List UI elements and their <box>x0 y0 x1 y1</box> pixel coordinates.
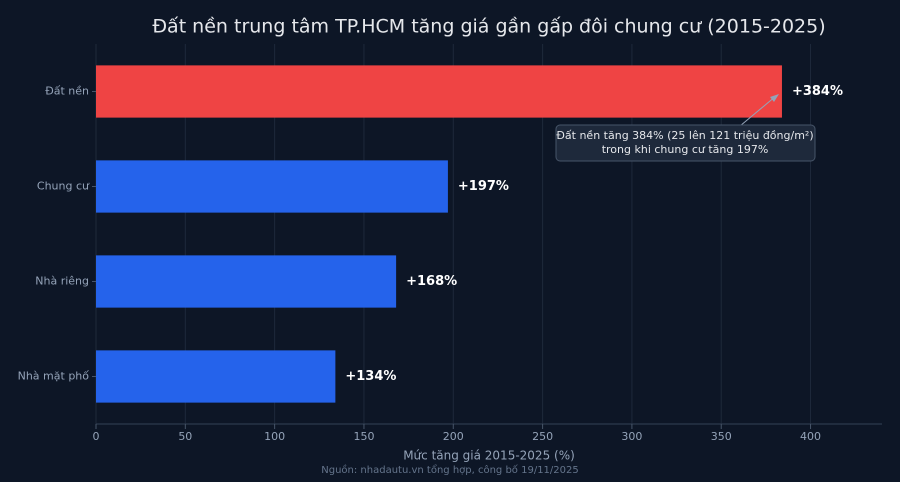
annotation-line: Đất nền tăng 384% (25 lên 121 triệu đồng… <box>556 129 813 142</box>
chart-title: Đất nền trung tâm TP.HCM tăng giá gần gấ… <box>152 16 825 38</box>
y-tick-label: Nhà mặt phố <box>18 370 90 383</box>
value-label: +134% <box>345 369 396 384</box>
x-tick-label: 50 <box>178 430 192 443</box>
source-note: Nguồn: nhadautu.vn tổng hợp, công bố 19/… <box>321 463 579 476</box>
x-tick-label: 0 <box>93 430 100 443</box>
y-tick-label: Chung cư <box>37 180 90 193</box>
annotation-arrow <box>739 95 777 127</box>
x-tick-label: 400 <box>800 430 821 443</box>
annotation-arrowhead <box>770 94 779 102</box>
y-tick-label: Đất nền <box>45 85 89 98</box>
bar <box>96 160 448 213</box>
bar <box>96 65 782 118</box>
x-axis-label: Mức tăng giá 2015-2025 (%) <box>403 449 575 463</box>
x-tick-label: 300 <box>621 430 642 443</box>
value-label: +168% <box>406 274 457 289</box>
x-tick-label: 350 <box>711 430 732 443</box>
x-tick-label: 100 <box>264 430 285 443</box>
value-label: +384% <box>792 84 843 99</box>
bar <box>96 255 397 308</box>
bars <box>96 65 782 403</box>
x-tick-label: 200 <box>443 430 464 443</box>
y-tick-label: Nhà riêng <box>35 275 89 288</box>
annotation-line: trong khi chung cư tăng 197% <box>602 143 769 156</box>
value-label: +197% <box>458 179 509 194</box>
x-tick-label: 250 <box>532 430 553 443</box>
bar <box>96 350 336 403</box>
annotation-box <box>555 124 816 162</box>
x-tick-label: 150 <box>353 430 374 443</box>
